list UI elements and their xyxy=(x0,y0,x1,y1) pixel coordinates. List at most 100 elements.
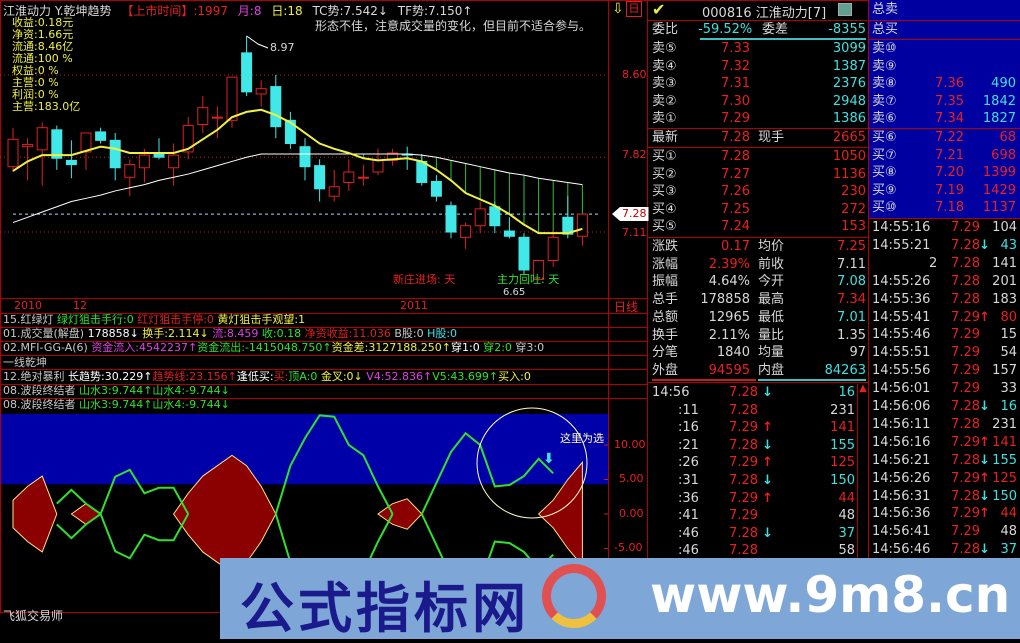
bid-row[interactable]: 买① 7.28 1050 xyxy=(648,148,868,165)
depth-bid-row[interactable]: 买⑧ 7.20 1399 xyxy=(869,164,1020,181)
candle[interactable] xyxy=(7,127,19,172)
depth-bid-row[interactable]: 买⑦ 7.21 698 xyxy=(869,147,1020,164)
tick-row[interactable]: :36 7.29 ↑ 44 xyxy=(648,490,858,507)
candle[interactable] xyxy=(343,159,355,191)
candle[interactable] xyxy=(445,201,457,239)
candle[interactable] xyxy=(153,138,165,160)
tick-row[interactable]: :41 7.29 48 xyxy=(648,507,858,524)
period-button[interactable]: 日线 xyxy=(614,300,639,314)
tick-row[interactable]: :16 7.29 ↑ 141 xyxy=(648,419,858,436)
candle[interactable] xyxy=(416,154,428,186)
candle[interactable] xyxy=(430,175,442,202)
ask-row[interactable]: 卖① 7.29 1386 xyxy=(648,110,868,127)
indicator-row[interactable]: 02.MFI-GG-A(6) 资金流入:4542237↑资金流出:-141504… xyxy=(3,341,544,355)
tick-row[interactable]: 14:55:41 7.29 ↑ 80 xyxy=(869,309,1020,326)
ask-row[interactable]: 卖③ 7.31 2376 xyxy=(648,75,868,92)
depth-ask-row[interactable]: 卖⑨ xyxy=(869,58,1020,75)
candle[interactable] xyxy=(226,76,238,128)
candle[interactable] xyxy=(241,36,253,97)
stat-row[interactable]: 涨跌 0.17 均价 7.25 xyxy=(648,238,868,255)
scrollbar[interactable]: ▲ xyxy=(857,384,868,560)
tick-row[interactable]: :46 7.28 58 xyxy=(648,542,858,559)
depth-bid-row[interactable]: 买⑨ 7.19 1429 xyxy=(869,182,1020,199)
candle[interactable] xyxy=(51,125,63,170)
tick-row[interactable]: 14:56:16 7.29 ↑ 141 xyxy=(869,434,1020,451)
candle[interactable] xyxy=(503,217,515,239)
candle[interactable] xyxy=(197,96,209,133)
tick-row[interactable]: :11 7.28 231 xyxy=(648,402,858,419)
tick-row[interactable]: 14:56:41 7.29 48 xyxy=(869,523,1020,540)
tick-row[interactable]: 14:56:21 7.28 ↓ 155 xyxy=(869,452,1020,469)
download-icon[interactable]: ⇩ xyxy=(612,1,624,17)
tick-row[interactable]: 14:55:16 7.29 104 xyxy=(869,219,1020,236)
bid-row[interactable]: 买④ 7.25 272 xyxy=(648,201,868,218)
tick-row[interactable]: 2 7.28 141 xyxy=(869,255,1020,272)
scroll-up-icon[interactable]: ▲ xyxy=(859,383,867,394)
candle[interactable] xyxy=(284,111,296,149)
stat-row[interactable]: 涨幅 2.39% 前收 7.11 xyxy=(648,256,868,273)
depth-ask-row[interactable]: 卖⑦ 7.35 1842 xyxy=(869,93,1020,110)
candle[interactable] xyxy=(65,140,77,179)
tick-row[interactable]: 14:55:36 7.28 183 xyxy=(869,291,1020,308)
calendar-icon[interactable]: 日 xyxy=(626,1,642,17)
tick-row[interactable]: :46 7.28 ↓ 37 xyxy=(648,525,858,542)
tick-row[interactable]: 14:55:46 7.29 15 xyxy=(869,326,1020,343)
candle[interactable] xyxy=(314,159,326,202)
candle[interactable] xyxy=(387,148,399,166)
candle[interactable] xyxy=(22,138,34,181)
tick-row[interactable]: 14:55:56 7.29 157 xyxy=(869,362,1020,379)
candle[interactable] xyxy=(460,222,472,249)
candle[interactable] xyxy=(518,233,530,276)
indicator-row[interactable]: 08.波段终结者 山水3:9.744↑山水4:-9.744↓ xyxy=(3,398,230,412)
stat-row[interactable]: 振幅 4.64% 今开 7.08 xyxy=(648,273,868,290)
candle[interactable] xyxy=(328,169,340,202)
ask-row[interactable]: 卖⑤ 7.33 3099 xyxy=(648,40,868,57)
tick-row[interactable]: 14:56:46 7.28 ↓ 37 xyxy=(869,541,1020,558)
candle[interactable] xyxy=(474,201,486,234)
stat-row[interactable]: 分笔 1840 均量 97 xyxy=(648,344,868,361)
bid-row[interactable]: 买③ 7.26 230 xyxy=(648,183,868,200)
tick-row[interactable]: 14:56:36 7.29 ↑ 44 xyxy=(869,505,1020,522)
tick-row[interactable]: 14:56:01 7.29 33 xyxy=(869,380,1020,397)
ask-row[interactable]: 卖② 7.30 2948 xyxy=(648,93,868,110)
candle[interactable] xyxy=(95,127,107,144)
candle[interactable] xyxy=(124,159,136,197)
candle[interactable] xyxy=(182,117,194,160)
candle[interactable] xyxy=(547,230,559,267)
candle[interactable] xyxy=(36,122,48,186)
tick-row[interactable]: 14:56:06 7.28 ↓ 16 xyxy=(869,398,1020,415)
tick-row[interactable]: :26 7.29 ↑ 125 xyxy=(648,454,858,471)
candle[interactable] xyxy=(138,148,150,183)
tick-row[interactable]: 14:55:51 7.29 54 xyxy=(869,344,1020,361)
depth-ask-row[interactable]: 卖⑩ xyxy=(869,40,1020,57)
indicator-row[interactable]: 01.成交量(解盘) 178858↓ 换手:2.114↓ 流:8.459 收:0… xyxy=(3,327,457,341)
bid-row[interactable]: 买⑤ 7.24 153 xyxy=(648,218,868,235)
tick-row[interactable]: 14:55:26 7.28 201 xyxy=(869,273,1020,290)
candle[interactable] xyxy=(80,132,92,170)
stat-row[interactable]: 换手 2.11% 量比 1.35 xyxy=(648,327,868,344)
chart-toggle-icon[interactable] xyxy=(838,3,852,16)
tick-row[interactable]: 14:56 7.28 ↓ 16 xyxy=(648,384,858,401)
candle[interactable] xyxy=(299,138,311,181)
tick-row[interactable]: :21 7.28 ↓ 155 xyxy=(648,437,858,454)
candle[interactable] xyxy=(168,143,180,186)
indicator-row[interactable]: 一线乾坤 xyxy=(3,356,47,370)
tick-row[interactable]: 14:56:31 7.28 ↓ 150 xyxy=(869,488,1020,505)
candle[interactable] xyxy=(562,196,574,239)
ask-row[interactable]: 卖④ 7.32 1387 xyxy=(648,58,868,75)
candle[interactable] xyxy=(533,260,545,281)
tick-row[interactable]: :31 7.28 ↓ 150 xyxy=(648,472,858,489)
indicator-row[interactable]: 12.绝对暴利 长趋势:30.229↑趋势线:23.156↑逢低买:买:顶A:0… xyxy=(3,370,531,384)
depth-ask-row[interactable]: 卖⑥ 7.34 1827 xyxy=(869,110,1020,127)
stat-row[interactable]: 总手 178858 最高 7.34 xyxy=(648,291,868,308)
tick-row[interactable]: 14:55:21 7.28 ↓ 43 xyxy=(869,237,1020,254)
indicator-row[interactable]: 08.波段终结者 山水3:9.744↑山水4:-9.744↓ xyxy=(3,384,230,398)
candle[interactable] xyxy=(255,80,267,107)
stat-row[interactable]: 总额 12965 最低 7.01 xyxy=(648,309,868,326)
indicator-row[interactable]: 15.红绿灯 绿灯狙击手行:0 红灯狙击手停:0 黄灯狙击手观望:1 xyxy=(3,313,305,327)
candle[interactable] xyxy=(211,106,223,139)
tick-row[interactable]: 14:56:26 7.29 ↑ 125 xyxy=(869,470,1020,487)
depth-ask-row[interactable]: 卖⑧ 7.36 490 xyxy=(869,75,1020,92)
check-icon[interactable]: ✔ xyxy=(652,0,666,19)
depth-bid-row[interactable]: 买⑩ 7.18 1137 xyxy=(869,199,1020,216)
